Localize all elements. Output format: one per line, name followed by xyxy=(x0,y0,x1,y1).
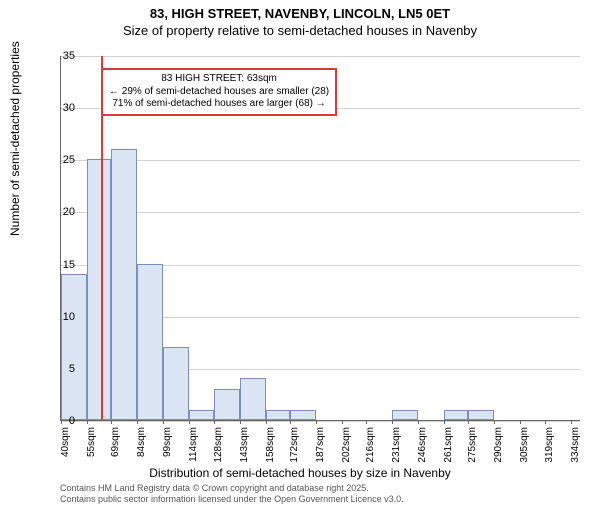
y-tick-label: 35 xyxy=(45,50,75,62)
x-tick-mark xyxy=(545,420,546,424)
x-tick-mark xyxy=(163,420,164,424)
title-line-1: 83, HIGH STREET, NAVENBY, LINCOLN, LN5 0… xyxy=(0,6,600,21)
x-tick-label: 202sqm xyxy=(341,427,352,467)
annotation-line-1: 83 HIGH STREET: 63sqm xyxy=(109,73,329,86)
annotation-line-2: ← 29% of semi-detached houses are smalle… xyxy=(109,86,329,99)
histogram-bar xyxy=(290,410,316,420)
annotation-box: 83 HIGH STREET: 63sqm← 29% of semi-detac… xyxy=(101,68,337,116)
x-tick-label: 143sqm xyxy=(239,427,250,467)
x-tick-mark xyxy=(290,420,291,424)
x-tick-mark xyxy=(214,420,215,424)
x-tick-label: 305sqm xyxy=(519,427,530,467)
gridline xyxy=(61,160,580,161)
x-tick-mark xyxy=(189,420,190,424)
y-axis-label: Number of semi-detached properties xyxy=(8,41,22,236)
x-tick-label: 246sqm xyxy=(417,427,428,467)
x-tick-label: 319sqm xyxy=(544,427,555,467)
x-tick-mark xyxy=(87,420,88,424)
histogram-bar xyxy=(189,410,213,420)
title-line-2: Size of property relative to semi-detach… xyxy=(0,23,600,38)
histogram-bar xyxy=(240,378,266,420)
x-tick-mark xyxy=(240,420,241,424)
y-tick-label: 20 xyxy=(45,206,75,218)
x-tick-label: 231sqm xyxy=(391,427,402,467)
x-tick-label: 158sqm xyxy=(265,427,276,467)
footer-line-2: Contains public sector information licen… xyxy=(60,494,404,504)
histogram-bar xyxy=(163,347,189,420)
x-tick-label: 172sqm xyxy=(289,427,300,467)
histogram-bar xyxy=(87,159,111,420)
histogram-bar xyxy=(111,149,137,420)
x-tick-label: 84sqm xyxy=(136,427,147,467)
x-tick-label: 128sqm xyxy=(213,427,224,467)
x-tick-label: 114sqm xyxy=(188,427,199,467)
y-tick-label: 0 xyxy=(45,415,75,427)
x-tick-label: 187sqm xyxy=(315,427,326,467)
histogram-bar xyxy=(392,410,418,420)
histogram-bar xyxy=(444,410,468,420)
x-tick-mark xyxy=(520,420,521,424)
x-tick-label: 261sqm xyxy=(443,427,454,467)
x-axis-label: Distribution of semi-detached houses by … xyxy=(0,466,600,480)
x-tick-mark xyxy=(137,420,138,424)
x-tick-mark xyxy=(571,420,572,424)
x-tick-mark xyxy=(392,420,393,424)
x-tick-label: 216sqm xyxy=(365,427,376,467)
plot-area: 83 HIGH STREET: 63sqm← 29% of semi-detac… xyxy=(60,56,580,421)
histogram-bar xyxy=(266,410,290,420)
x-tick-mark xyxy=(366,420,367,424)
y-tick-label: 5 xyxy=(45,363,75,375)
annotation-line-3: 71% of semi-detached houses are larger (… xyxy=(109,98,329,111)
x-tick-label: 334sqm xyxy=(570,427,581,467)
x-tick-mark xyxy=(444,420,445,424)
x-tick-mark xyxy=(266,420,267,424)
histogram-bar xyxy=(61,274,87,420)
x-tick-mark xyxy=(111,420,112,424)
x-tick-mark xyxy=(316,420,317,424)
footer-attribution: Contains HM Land Registry data © Crown c… xyxy=(60,483,404,504)
gridline xyxy=(61,56,580,57)
x-tick-label: 55sqm xyxy=(86,427,97,467)
x-tick-label: 290sqm xyxy=(493,427,504,467)
y-tick-label: 30 xyxy=(45,102,75,114)
y-tick-label: 10 xyxy=(45,311,75,323)
x-tick-mark xyxy=(494,420,495,424)
x-tick-label: 99sqm xyxy=(162,427,173,467)
x-tick-mark xyxy=(468,420,469,424)
y-tick-label: 15 xyxy=(45,259,75,271)
x-tick-label: 40sqm xyxy=(60,427,71,467)
histogram-bar xyxy=(214,389,240,420)
footer-line-1: Contains HM Land Registry data © Crown c… xyxy=(60,483,404,493)
histogram-bar xyxy=(468,410,494,420)
gridline xyxy=(61,421,580,422)
histogram-bar xyxy=(137,264,163,420)
gridline xyxy=(61,212,580,213)
x-tick-label: 69sqm xyxy=(110,427,121,467)
x-tick-mark xyxy=(342,420,343,424)
y-tick-label: 25 xyxy=(45,154,75,166)
x-tick-label: 275sqm xyxy=(467,427,478,467)
chart-title: 83, HIGH STREET, NAVENBY, LINCOLN, LN5 0… xyxy=(0,6,600,38)
x-tick-mark xyxy=(418,420,419,424)
